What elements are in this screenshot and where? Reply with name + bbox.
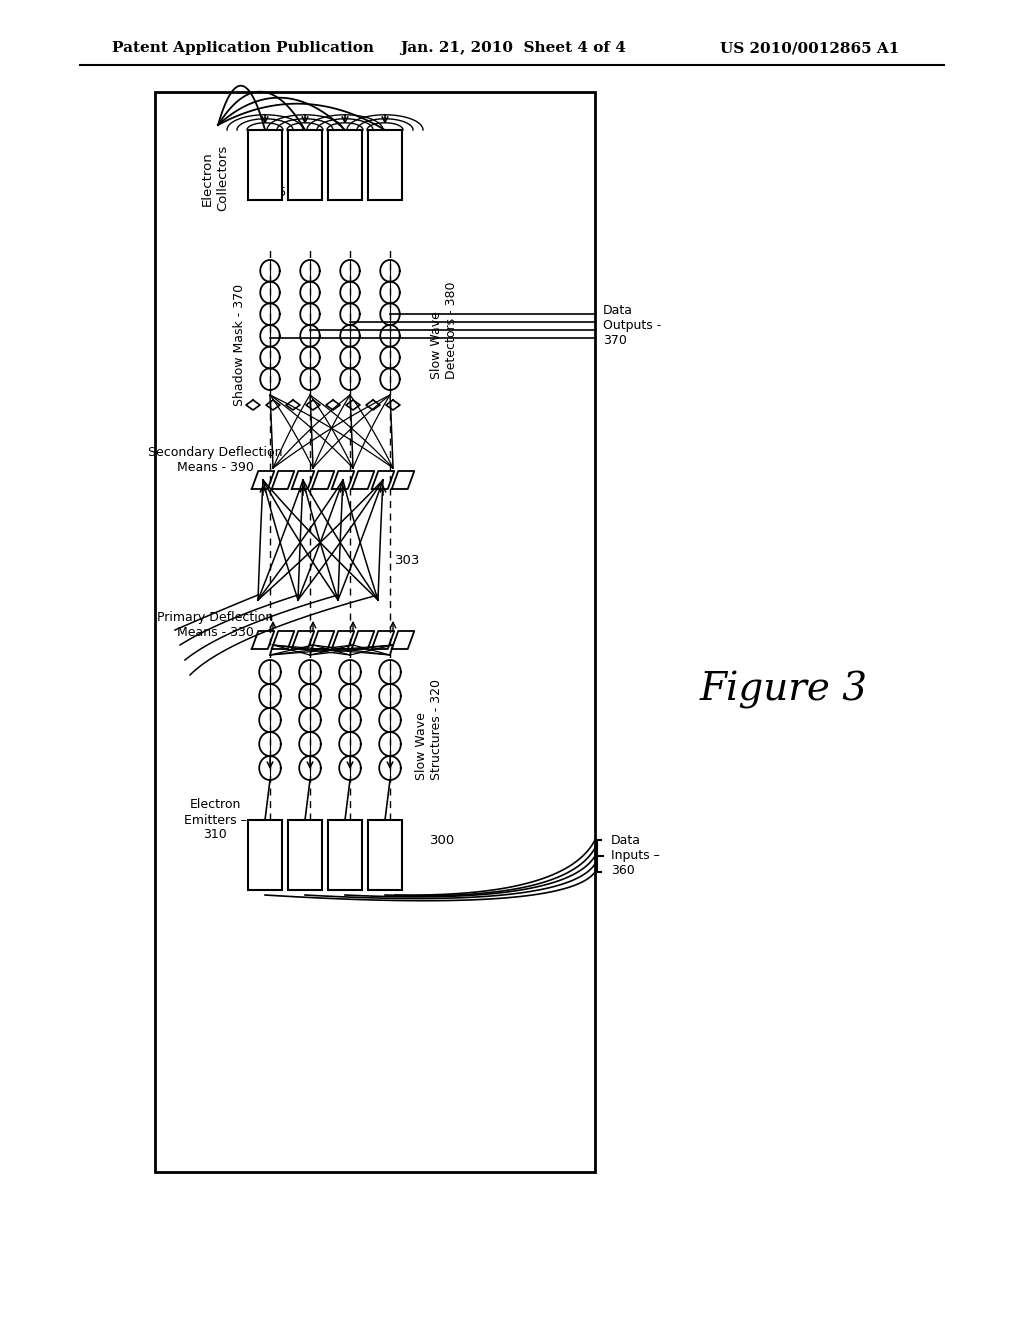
Text: Shadow Mask - 370: Shadow Mask - 370 <box>233 284 246 407</box>
Text: 303: 303 <box>395 553 421 566</box>
Text: Electron
Collectors: Electron Collectors <box>201 145 229 211</box>
Text: Secondary Deflection
Means - 390: Secondary Deflection Means - 390 <box>147 446 283 474</box>
Text: US 2010/0012865 A1: US 2010/0012865 A1 <box>720 41 899 55</box>
Bar <box>288 129 322 201</box>
Text: 345: 345 <box>262 186 288 198</box>
Text: Figure 3: Figure 3 <box>700 671 868 709</box>
Text: Jan. 21, 2010  Sheet 4 of 4: Jan. 21, 2010 Sheet 4 of 4 <box>400 41 626 55</box>
Bar <box>368 129 402 201</box>
Text: Electron
Emitters –
310: Electron Emitters – 310 <box>183 799 247 842</box>
Text: Primary Deflection
Means - 330: Primary Deflection Means - 330 <box>157 611 273 639</box>
Bar <box>328 820 362 890</box>
Text: 300: 300 <box>430 833 456 846</box>
Text: Data
Inputs –
360: Data Inputs – 360 <box>611 834 659 878</box>
Bar <box>248 820 282 890</box>
Text: Patent Application Publication: Patent Application Publication <box>112 41 374 55</box>
Text: Data
Outputs -
370: Data Outputs - 370 <box>603 305 662 347</box>
Text: Slow Wave
Structures - 320: Slow Wave Structures - 320 <box>415 680 443 780</box>
Bar <box>155 92 595 1172</box>
Bar <box>328 129 362 201</box>
Bar <box>288 820 322 890</box>
Text: Slow Wave
Detectors - 380: Slow Wave Detectors - 380 <box>430 281 458 379</box>
Bar <box>368 820 402 890</box>
Bar <box>248 129 282 201</box>
